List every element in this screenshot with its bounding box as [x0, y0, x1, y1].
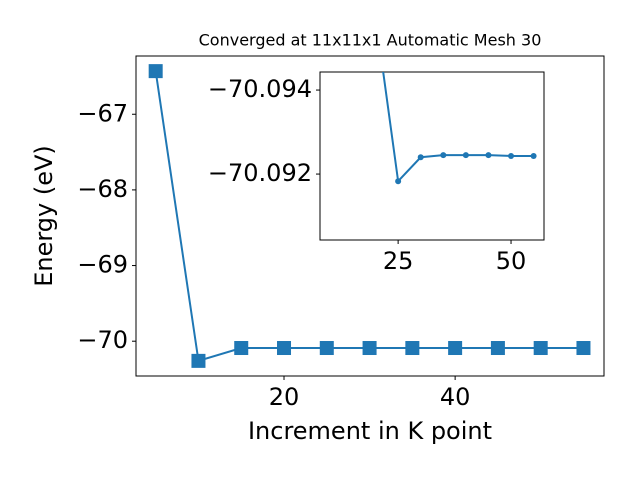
marker: [417, 154, 424, 161]
marker: [448, 341, 463, 356]
marker: [440, 152, 447, 159]
x-axis-label: Increment in K point: [248, 417, 492, 445]
y-tick-label: −67: [77, 99, 128, 127]
y-tick-label: −69: [77, 251, 128, 279]
plot-clip: [148, 64, 591, 368]
x-tick-label: 25: [383, 247, 414, 275]
marker: [319, 341, 334, 356]
marker: [530, 153, 537, 159]
x-tick-label: 50: [496, 247, 527, 275]
y-tick-label: −68: [77, 175, 128, 203]
y-axis-label: Energy (eV): [30, 145, 58, 287]
marker: [576, 341, 591, 356]
marker: [362, 341, 377, 356]
marker: [148, 64, 163, 79]
marker: [490, 341, 505, 356]
y-tick-label: −70.092: [208, 159, 312, 187]
marker: [462, 152, 469, 159]
chart-title: Converged at 11x11x1 Automatic Mesh 30: [199, 31, 542, 50]
y-tick-label: −70: [77, 326, 128, 354]
marker: [405, 341, 420, 356]
x-tick-label: 40: [440, 383, 471, 411]
marker: [191, 353, 206, 368]
marker: [508, 153, 515, 159]
plot-clip: [382, 72, 537, 185]
marker: [395, 178, 402, 185]
marker: [277, 341, 292, 356]
series-line: [382, 72, 534, 184]
marker: [485, 152, 492, 159]
y-tick-label: −70.094: [208, 75, 312, 103]
marker: [533, 341, 548, 356]
x-tick-label: 20: [269, 383, 300, 411]
marker: [234, 341, 249, 356]
